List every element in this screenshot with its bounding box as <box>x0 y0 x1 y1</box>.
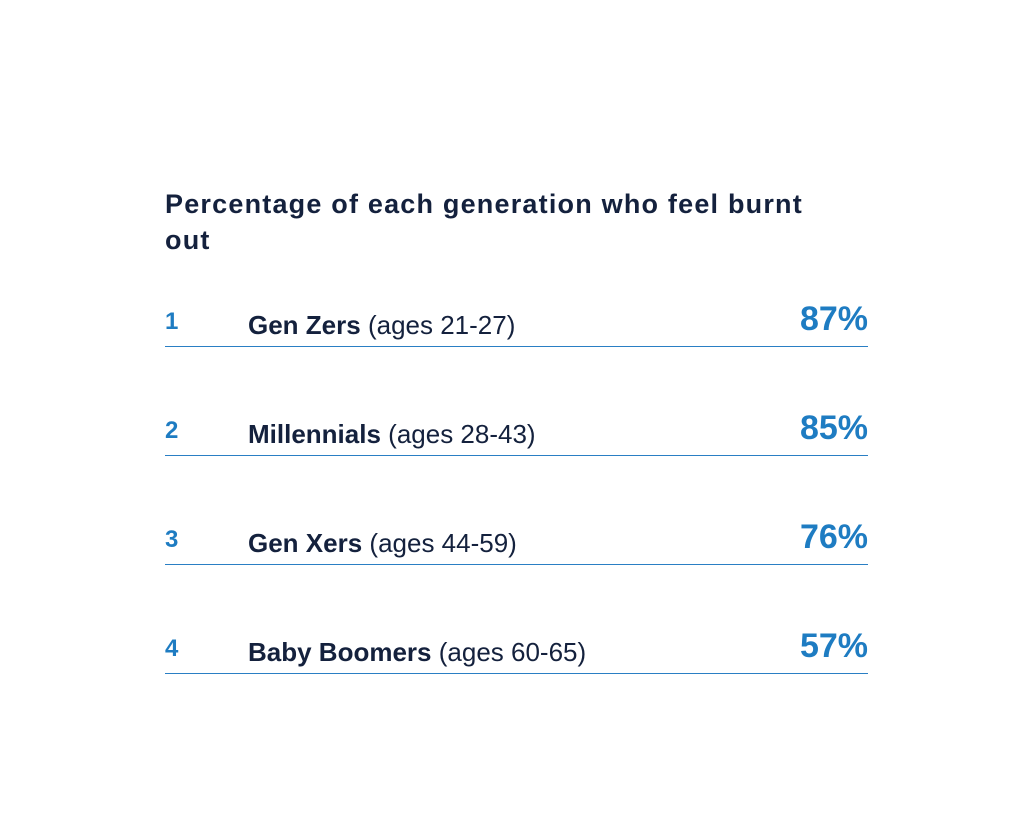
generation-name: Gen Zers <box>248 310 361 340</box>
rank: 1 <box>165 308 179 335</box>
generation-name: Millennials <box>248 419 381 449</box>
age-range: (ages 28-43) <box>388 419 536 449</box>
generation-name: Baby Boomers <box>248 637 432 667</box>
list-row: 4 Baby Boomers (ages 60-65) 57% <box>165 627 868 674</box>
row-label: Gen Zers (ages 21-27) <box>248 310 515 341</box>
percentage: 87% <box>799 300 868 338</box>
percentage: 85% <box>799 409 868 447</box>
list-row: 3 Gen Xers (ages 44-59) 76% <box>165 518 868 565</box>
rank: 4 <box>165 635 179 662</box>
list-row: 1 Gen Zers (ages 21-27) 87% <box>165 300 868 347</box>
row-label: Millennials (ages 28-43) <box>248 419 536 450</box>
row-label: Baby Boomers (ages 60-65) <box>248 637 586 668</box>
rank: 2 <box>165 417 179 444</box>
age-range: (ages 21-27) <box>367 310 516 340</box>
percentage: 76% <box>799 518 868 556</box>
title: Percentage of each generation who feel b… <box>165 189 803 255</box>
age-range: (ages 60-65) <box>438 637 587 667</box>
rank: 3 <box>165 526 179 553</box>
row-label: Gen Xers (ages 44-59) <box>248 528 517 559</box>
age-range: (ages 44-59) <box>369 528 517 558</box>
list-row: 2 Millennials (ages 28-43) 85% <box>165 409 868 456</box>
generation-name: Gen Xers <box>248 528 363 558</box>
percentage: 57% <box>799 627 868 665</box>
